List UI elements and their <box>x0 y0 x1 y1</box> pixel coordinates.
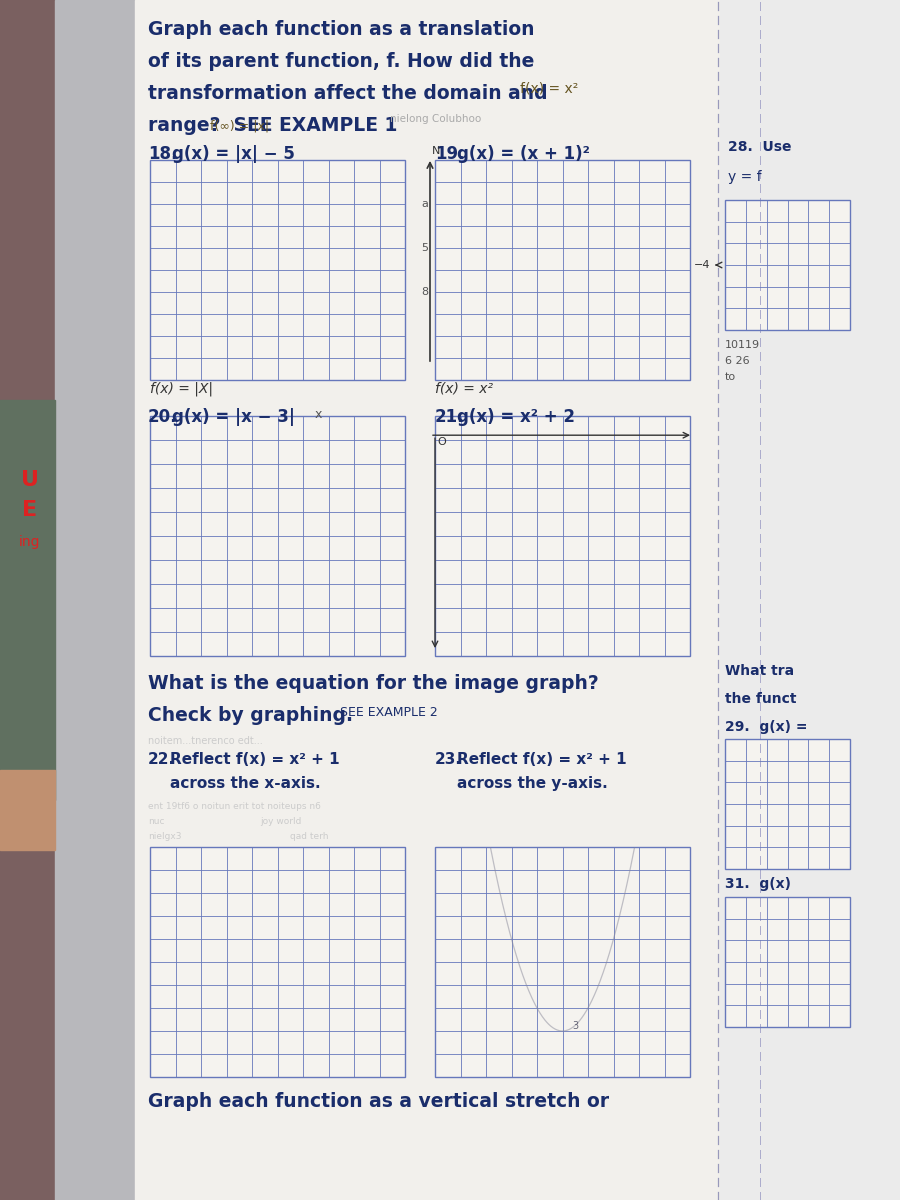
Bar <box>150 847 405 1078</box>
Bar <box>435 416 690 656</box>
Bar <box>720 0 900 1200</box>
Bar <box>435 847 690 1078</box>
Text: Graph each function as a vertical stretch or: Graph each function as a vertical stretc… <box>148 1092 609 1111</box>
Text: f(x) = |X|: f(x) = |X| <box>150 382 213 396</box>
Text: f(x) = x²: f(x) = x² <box>435 382 493 396</box>
Text: 22.: 22. <box>148 752 176 767</box>
Bar <box>725 200 850 330</box>
Text: 8: 8 <box>421 287 428 296</box>
Text: transformation affect the domain and: transformation affect the domain and <box>148 84 547 103</box>
Bar <box>435 847 690 1078</box>
Text: 28.  Use: 28. Use <box>728 140 791 154</box>
Text: 18.: 18. <box>148 145 177 163</box>
Text: 10119: 10119 <box>725 340 760 350</box>
Bar <box>150 847 405 1078</box>
Text: g(x) = x² + 2: g(x) = x² + 2 <box>457 408 575 426</box>
Text: 23.: 23. <box>435 752 462 767</box>
Text: 20.: 20. <box>148 408 177 426</box>
Bar <box>435 160 690 380</box>
Text: Graph each function as a translation: Graph each function as a translation <box>148 20 535 38</box>
Text: What tra: What tra <box>725 664 794 678</box>
Text: qad terh: qad terh <box>290 832 328 841</box>
Bar <box>725 739 850 869</box>
Text: across the x-axis.: across the x-axis. <box>170 776 320 791</box>
Text: g(x) = (x + 1)²: g(x) = (x + 1)² <box>457 145 590 163</box>
Text: range?  SEE EXAMPLE 1: range? SEE EXAMPLE 1 <box>148 116 398 134</box>
Text: U: U <box>21 470 39 490</box>
Bar <box>150 160 405 380</box>
Text: E: E <box>22 500 38 520</box>
Text: the funct: the funct <box>725 692 796 706</box>
Text: Reflect f(x) = x² + 1: Reflect f(x) = x² + 1 <box>170 752 339 767</box>
Text: 19.: 19. <box>435 145 464 163</box>
Text: What is the equation for the image graph?: What is the equation for the image graph… <box>148 674 598 692</box>
Text: N: N <box>432 146 440 156</box>
Bar <box>55 0 135 1200</box>
Bar <box>725 898 850 1027</box>
Text: 3: 3 <box>572 1021 579 1031</box>
Text: ent 19tf6 o noitun erit tot noiteups n6: ent 19tf6 o noitun erit tot noiteups n6 <box>148 802 321 811</box>
Bar <box>150 416 405 656</box>
Bar <box>725 739 850 869</box>
Text: −4: −4 <box>694 260 710 270</box>
Text: nielgx3: nielgx3 <box>148 832 182 841</box>
Bar <box>435 416 690 656</box>
Text: x: x <box>315 408 322 421</box>
Text: 31.  g(x): 31. g(x) <box>725 877 791 890</box>
Text: across the y-axis.: across the y-axis. <box>457 776 608 791</box>
Bar <box>725 200 850 330</box>
Text: Reflect f(x) = x² + 1: Reflect f(x) = x² + 1 <box>457 752 626 767</box>
Bar <box>725 898 850 1027</box>
Bar <box>150 416 405 656</box>
Text: y = f: y = f <box>728 170 761 184</box>
Text: ing: ing <box>19 535 40 550</box>
Text: Check by graphing.: Check by graphing. <box>148 706 353 725</box>
Bar <box>0 400 55 800</box>
Text: 5: 5 <box>421 242 428 253</box>
Text: 6 26: 6 26 <box>725 356 750 366</box>
Text: joy world: joy world <box>260 817 302 826</box>
Bar <box>0 0 55 1200</box>
Text: 21.: 21. <box>435 408 464 426</box>
Text: f(x) = x²: f(x) = x² <box>520 80 578 95</box>
Text: nielong Colubhoo: nielong Colubhoo <box>390 114 482 124</box>
Bar <box>135 0 900 1200</box>
Text: 29.  g(x) =: 29. g(x) = <box>725 720 807 734</box>
Text: to: to <box>725 372 736 382</box>
Bar <box>0 770 55 850</box>
Text: noitem...tnerenco edt...: noitem...tnerenco edt... <box>148 736 263 746</box>
Text: g(x) = |x − 3|: g(x) = |x − 3| <box>172 408 295 426</box>
Text: SEE EXAMPLE 2: SEE EXAMPLE 2 <box>340 706 437 719</box>
Text: of its parent function, f. How did the: of its parent function, f. How did the <box>148 52 535 71</box>
Bar <box>435 160 690 380</box>
Text: g(x) = |x| − 5: g(x) = |x| − 5 <box>172 145 295 163</box>
Text: O: O <box>437 437 446 448</box>
Text: f(∞) = |x|: f(∞) = |x| <box>210 120 269 133</box>
Text: a: a <box>421 199 428 209</box>
Text: nuc: nuc <box>148 817 165 826</box>
Bar <box>150 160 405 380</box>
